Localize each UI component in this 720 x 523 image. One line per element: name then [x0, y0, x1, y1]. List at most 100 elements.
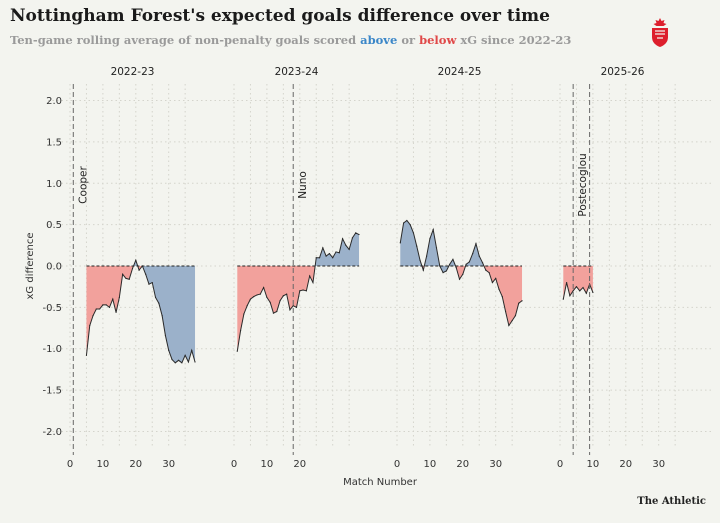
- data-point: [325, 255, 327, 257]
- x-tick-label: 20: [619, 459, 632, 470]
- chart-title: Nottingham Forest's expected goals diffe…: [10, 6, 550, 26]
- data-point: [177, 359, 180, 361]
- manager-label: Cooper: [77, 166, 89, 204]
- manager-label: Nuno: [297, 171, 309, 199]
- area-above-xg: [315, 232, 360, 266]
- data-point: [108, 306, 111, 308]
- y-tick-label: 2.0: [46, 96, 62, 107]
- y-tick-label: -2.0: [42, 427, 62, 438]
- x-tick-label: 0: [231, 459, 237, 470]
- data-point: [92, 315, 94, 317]
- x-tick-label: 30: [652, 459, 665, 470]
- data-point: [164, 334, 167, 337]
- panel-2025-26: 2025-26 0 10 20 30 Postecoglou: [557, 66, 676, 470]
- data-point: [328, 252, 331, 255]
- data-point: [592, 291, 594, 294]
- x-tick-label: 30: [162, 459, 175, 470]
- data-point: [295, 306, 298, 308]
- data-point: [452, 258, 454, 260]
- data-point: [259, 293, 261, 295]
- data-point: [253, 296, 255, 298]
- data-point: [449, 263, 451, 265]
- data-point: [286, 293, 288, 295]
- data-point: [508, 324, 510, 327]
- panel-2022-23: 2022-23 0 10 20 30 Cooper: [67, 66, 196, 470]
- data-point: [249, 298, 252, 300]
- data-point: [256, 294, 258, 296]
- data-point: [358, 233, 360, 236]
- data-point: [575, 286, 578, 288]
- data-point: [151, 281, 153, 284]
- area-below-xg: [563, 266, 593, 300]
- data-point: [332, 257, 334, 259]
- data-point: [145, 273, 147, 275]
- data-point: [302, 289, 304, 291]
- x-tick-label: 10: [261, 459, 274, 470]
- y-axis-label: xG difference: [25, 232, 36, 299]
- data-point: [309, 275, 311, 277]
- data-point: [504, 310, 507, 313]
- data-point: [498, 288, 500, 290]
- data-point: [582, 286, 584, 289]
- data-point: [122, 273, 124, 275]
- y-tick-label: 1.5: [46, 137, 62, 148]
- data-point: [305, 290, 307, 292]
- y-tick-label: 0.0: [46, 262, 62, 273]
- x-tick-label: 20: [129, 459, 142, 470]
- data-point: [102, 304, 104, 306]
- area-above-xg: [448, 259, 456, 266]
- y-axis: 2.0 1.5 1.0 0.5 0.0 -0.5 -1.0 -1.5 -2.0: [42, 96, 62, 438]
- data-point: [419, 259, 421, 261]
- data-point: [572, 290, 574, 292]
- y-tick-label: 1.0: [46, 179, 62, 190]
- data-point: [345, 244, 347, 246]
- data-point: [351, 237, 354, 239]
- data-point: [118, 296, 120, 299]
- data-point: [266, 296, 268, 299]
- data-point: [412, 232, 415, 234]
- data-point: [478, 255, 480, 257]
- data-point: [501, 296, 503, 298]
- data-point: [429, 238, 431, 240]
- data-point: [276, 310, 278, 313]
- data-point: [272, 312, 275, 314]
- data-point: [348, 248, 350, 251]
- data-point: [462, 273, 464, 275]
- data-point: [422, 269, 424, 271]
- data-point: [187, 361, 190, 363]
- data-point: [439, 265, 441, 267]
- data-point: [269, 301, 271, 303]
- data-point: [455, 267, 457, 269]
- subtitle-above-word: above: [360, 33, 398, 47]
- data-point: [338, 252, 340, 254]
- x-tick-label: 10: [424, 459, 437, 470]
- x-tick-label: 0: [67, 459, 73, 470]
- data-point: [138, 269, 140, 271]
- data-point: [458, 278, 461, 280]
- season-title: 2022-23: [111, 66, 155, 78]
- data-point: [341, 238, 344, 240]
- data-point: [292, 305, 294, 307]
- data-point: [416, 245, 418, 247]
- data-point: [562, 298, 564, 300]
- x-axis-label: Match Number: [343, 477, 418, 488]
- data-point: [565, 281, 568, 284]
- data-point: [125, 277, 127, 280]
- data-point: [135, 259, 137, 261]
- data-point: [445, 270, 447, 272]
- data-point: [472, 252, 474, 255]
- data-point: [236, 350, 238, 352]
- data-point: [299, 290, 301, 292]
- data-point: [263, 286, 265, 289]
- x-tick-label: 10: [587, 459, 600, 470]
- season-panels: 2022-23 0 10 20 30 Cooper 2023-24 0 10 20 Nuno 2024…: [67, 66, 676, 470]
- data-point: [585, 292, 587, 294]
- data-point: [468, 261, 470, 263]
- data-point: [488, 272, 490, 274]
- data-point: [406, 219, 408, 222]
- data-point: [335, 251, 337, 253]
- data-point: [402, 222, 405, 224]
- data-point: [485, 269, 487, 271]
- xg-rolling-line: [399, 219, 523, 327]
- data-point: [495, 277, 497, 280]
